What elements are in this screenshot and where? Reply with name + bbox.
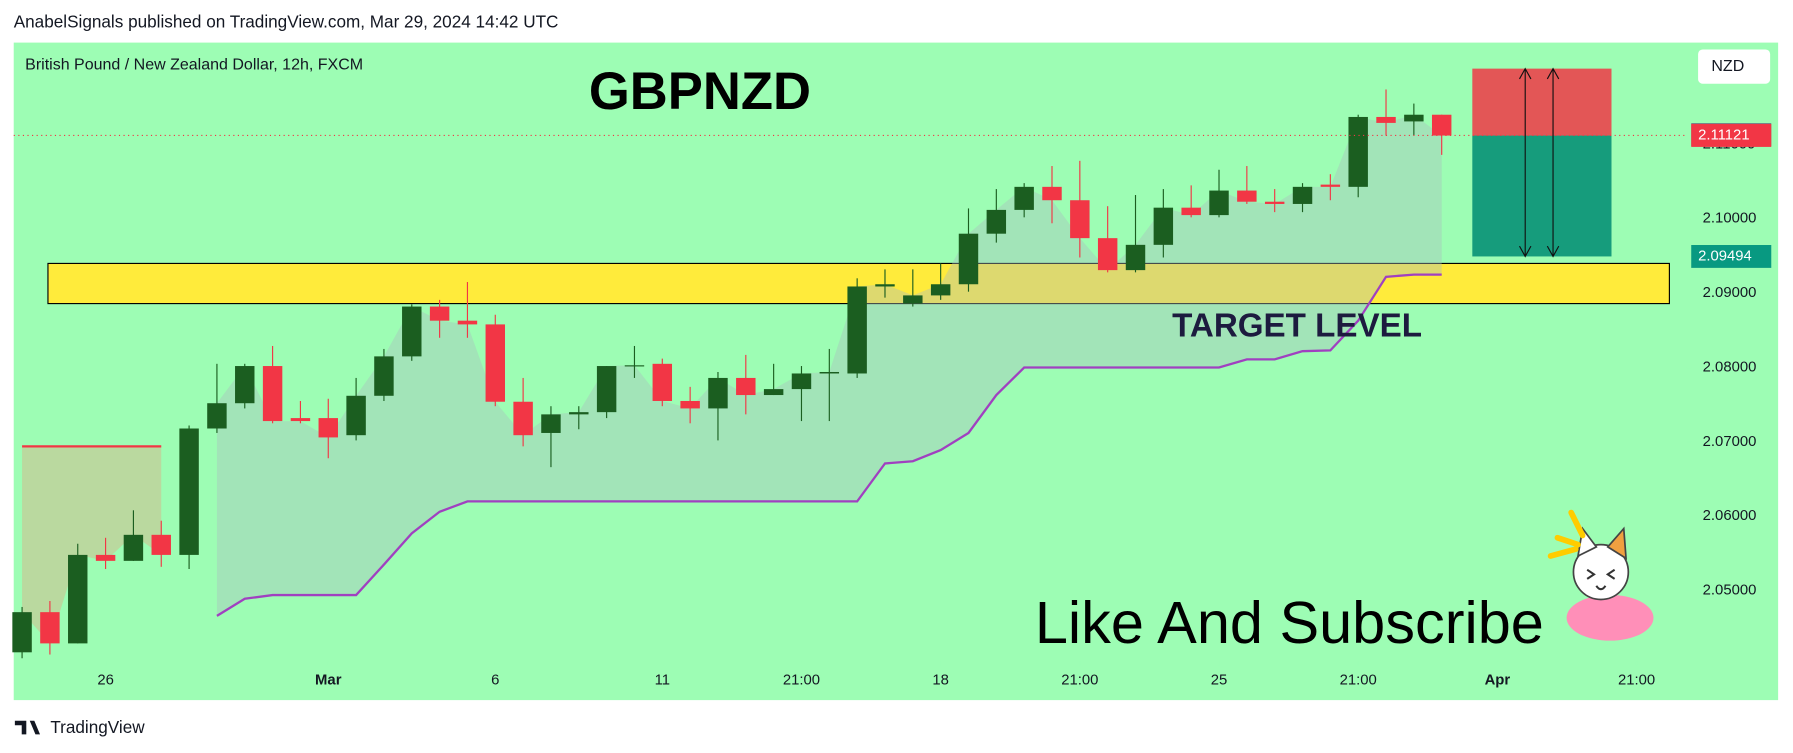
x-tick-label: 26 xyxy=(97,673,114,689)
candle-body xyxy=(1070,200,1090,239)
candle-body xyxy=(652,363,673,401)
candle-body xyxy=(930,284,951,296)
candle-body xyxy=(402,306,422,357)
candle-body xyxy=(1292,186,1313,204)
sticker-ear xyxy=(1606,526,1628,560)
plot: 2.05000 2.06000 2.07000 2.08000 2.09000 2.100… xyxy=(12,67,1772,689)
candle-body xyxy=(1431,114,1452,136)
x-tick-label: 25 xyxy=(1211,673,1228,689)
candle-body xyxy=(374,356,394,396)
target-area xyxy=(1472,135,1612,257)
candle-body xyxy=(123,534,144,561)
candle-body xyxy=(346,395,366,436)
sticker-skirt xyxy=(1566,594,1654,641)
candle-body xyxy=(1376,116,1396,123)
trend-fill xyxy=(216,114,1442,616)
measure-arrow xyxy=(1518,67,1532,258)
x-tick-label: 21:00 xyxy=(783,673,820,689)
logo-mark xyxy=(14,720,41,735)
candle-body xyxy=(485,324,506,402)
candle-body xyxy=(541,414,561,433)
candle-body xyxy=(958,233,979,285)
price-label: 2.11121 xyxy=(1698,127,1750,143)
candle-body xyxy=(235,366,255,404)
logo-text: TradingView xyxy=(50,717,145,737)
x-tick-label: 21:00 xyxy=(1618,673,1655,689)
sticker xyxy=(1547,509,1654,641)
candle-body xyxy=(1014,186,1034,210)
annotation: Like And Subscribe xyxy=(1035,589,1544,656)
price-label: 2.09494 xyxy=(1698,248,1752,264)
trend-line xyxy=(216,273,1442,617)
candle-body xyxy=(40,612,60,644)
x-tick-label: Mar xyxy=(315,673,342,689)
candle-body xyxy=(624,365,645,367)
publish-header: AnabelSignals published on TradingView.c… xyxy=(14,12,559,32)
candle-body xyxy=(68,554,88,644)
candle-body xyxy=(318,418,338,438)
candle-body xyxy=(151,534,171,555)
candle-body xyxy=(847,286,867,374)
sticker-face xyxy=(1586,568,1616,591)
candle-body xyxy=(708,377,728,409)
candle-body xyxy=(1042,186,1062,201)
candle-body xyxy=(1153,207,1174,245)
candle-body xyxy=(1181,207,1201,216)
candle-body xyxy=(569,412,589,415)
y-tick-label: 2.05000 xyxy=(1703,583,1757,599)
annotation: TARGET LEVEL xyxy=(1172,307,1422,344)
x-tick-label: 11 xyxy=(655,673,670,689)
y-tick-label: 2.08000 xyxy=(1703,359,1757,375)
price-label-box xyxy=(1691,245,1772,268)
candle-body xyxy=(95,554,116,561)
candle-body xyxy=(429,306,450,321)
candle-body xyxy=(1097,238,1118,271)
candle-body xyxy=(680,400,700,409)
x-tick-label: 6 xyxy=(491,673,499,689)
candle-body xyxy=(1404,114,1424,122)
candle-body xyxy=(986,209,1007,234)
candle-body xyxy=(763,389,784,396)
candle-body xyxy=(736,377,756,396)
candle-body xyxy=(513,401,533,436)
candle-body xyxy=(791,373,812,390)
currency-label: NZD xyxy=(1711,58,1744,75)
candle-body xyxy=(1348,116,1368,187)
symbol-legend: British Pound / New Zealand Dollar, 12h,… xyxy=(25,57,363,74)
candle-body xyxy=(819,371,840,374)
y-tick-label: 2.10000 xyxy=(1703,211,1757,227)
candle-body xyxy=(207,403,227,429)
measure-arrow xyxy=(1546,67,1560,258)
tradingview-logo: TradingView xyxy=(14,717,145,737)
trend-fill xyxy=(22,446,162,644)
sticker-spark xyxy=(1547,509,1586,559)
candle-body xyxy=(596,366,617,413)
stop-area xyxy=(1472,68,1612,136)
y-tick-label: 2.06000 xyxy=(1703,508,1757,524)
candle-body xyxy=(1125,244,1146,271)
y-tick-label: 2.09000 xyxy=(1703,285,1757,301)
candle-body xyxy=(903,295,923,304)
candle-body xyxy=(1320,184,1341,187)
candle-body xyxy=(1264,201,1285,204)
sticker-head xyxy=(1572,543,1630,601)
candle-body xyxy=(1209,190,1229,216)
candle-body xyxy=(457,320,478,325)
candle-body xyxy=(290,418,311,422)
candle-body xyxy=(179,428,199,555)
x-tick-label: 21:00 xyxy=(1340,673,1377,689)
x-tick-label: 18 xyxy=(932,673,949,689)
currency-box[interactable] xyxy=(1698,49,1771,84)
candle-body xyxy=(875,284,895,287)
y-tick-label: 2.07000 xyxy=(1703,434,1757,450)
x-tick-label: Apr xyxy=(1485,673,1511,689)
price-label-box xyxy=(1691,124,1772,147)
chart-title: GBPNZD xyxy=(589,62,811,121)
candle-body xyxy=(262,366,283,422)
candle-body xyxy=(12,612,32,653)
x-tick-label: 21:00 xyxy=(1061,673,1098,689)
candle-body xyxy=(1237,190,1257,202)
